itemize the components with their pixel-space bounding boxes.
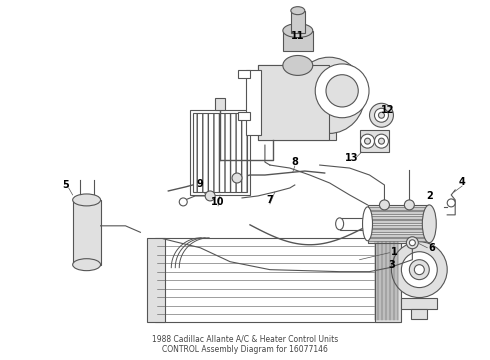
- Text: 10: 10: [211, 197, 225, 207]
- Bar: [215, 98, 225, 110]
- Bar: [73, 200, 100, 265]
- Text: 4: 4: [459, 177, 466, 187]
- Ellipse shape: [422, 205, 436, 243]
- Circle shape: [415, 265, 424, 275]
- Ellipse shape: [283, 55, 313, 75]
- Bar: [283, 31, 313, 50]
- Text: 8: 8: [292, 157, 298, 167]
- Bar: [368, 207, 429, 210]
- Bar: [368, 211, 429, 214]
- Ellipse shape: [294, 57, 365, 134]
- Bar: [368, 238, 429, 241]
- Text: 12: 12: [381, 105, 394, 115]
- Circle shape: [379, 200, 390, 210]
- Circle shape: [404, 200, 415, 210]
- Bar: [368, 216, 429, 219]
- Circle shape: [409, 260, 429, 280]
- Text: 1988 Cadillac Allante A/C & Heater Control Units
CONTROL Assembly Diagram for 16: 1988 Cadillac Allante A/C & Heater Contr…: [152, 335, 338, 354]
- Bar: [246, 71, 261, 135]
- Circle shape: [361, 134, 374, 148]
- Bar: [238, 112, 250, 120]
- Bar: [368, 229, 429, 232]
- Ellipse shape: [336, 218, 343, 230]
- Text: 6: 6: [428, 243, 435, 253]
- Circle shape: [374, 134, 389, 148]
- Circle shape: [205, 191, 215, 201]
- Bar: [147, 238, 165, 323]
- Circle shape: [374, 108, 389, 122]
- Text: 5: 5: [62, 180, 69, 190]
- Text: 13: 13: [345, 153, 358, 163]
- Bar: [360, 130, 390, 152]
- Circle shape: [315, 64, 369, 118]
- Text: 11: 11: [291, 31, 305, 41]
- Circle shape: [326, 75, 358, 107]
- Text: 2: 2: [426, 191, 433, 201]
- Circle shape: [409, 240, 416, 246]
- Bar: [412, 310, 427, 319]
- Circle shape: [401, 252, 437, 288]
- Circle shape: [392, 242, 447, 298]
- Bar: [340, 218, 369, 230]
- Bar: [368, 225, 429, 228]
- Circle shape: [179, 198, 187, 206]
- Circle shape: [365, 138, 370, 144]
- Bar: [375, 238, 401, 323]
- Bar: [258, 66, 336, 140]
- Circle shape: [378, 138, 385, 144]
- Circle shape: [447, 199, 455, 207]
- Circle shape: [378, 112, 385, 118]
- Text: 7: 7: [267, 195, 273, 205]
- Bar: [368, 205, 429, 243]
- Circle shape: [369, 103, 393, 127]
- Circle shape: [232, 173, 242, 183]
- Bar: [368, 234, 429, 237]
- Bar: [291, 11, 305, 32]
- Ellipse shape: [363, 207, 372, 241]
- Bar: [155, 238, 399, 323]
- Bar: [193, 113, 247, 192]
- Bar: [238, 71, 250, 78]
- Bar: [401, 298, 437, 310]
- Text: 3: 3: [388, 260, 395, 270]
- Text: 9: 9: [197, 179, 203, 189]
- Bar: [368, 220, 429, 223]
- Ellipse shape: [291, 7, 305, 15]
- Bar: [258, 66, 329, 140]
- Ellipse shape: [73, 194, 100, 206]
- Ellipse shape: [283, 24, 313, 37]
- Circle shape: [406, 237, 418, 249]
- Ellipse shape: [73, 259, 100, 271]
- Bar: [190, 110, 250, 195]
- Ellipse shape: [196, 123, 226, 165]
- Text: 1: 1: [391, 247, 398, 257]
